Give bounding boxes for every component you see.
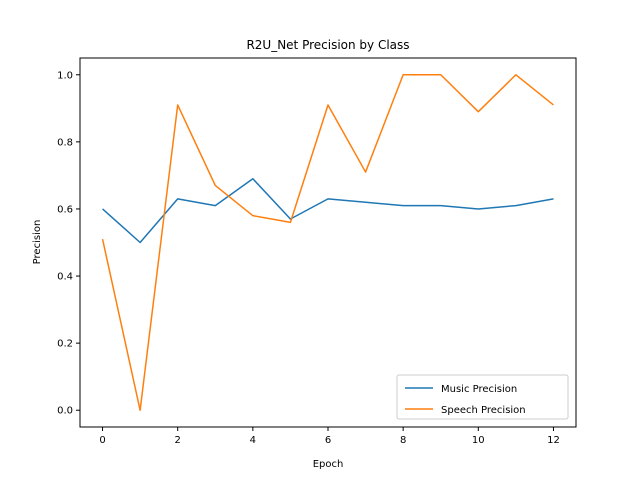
plot-frame xyxy=(79,57,577,428)
legend-entry: Music Precision xyxy=(441,384,517,395)
y-tick-label: 1.0 xyxy=(57,70,73,81)
legend: Music Precision Speech Precision xyxy=(396,374,569,420)
y-tick-label: 0.8 xyxy=(57,137,73,148)
x-tick-label: 10 xyxy=(472,435,485,446)
x-tick-label: 0 xyxy=(99,435,105,446)
series-layer xyxy=(101,74,554,411)
x-axis-ticks: 0 2 4 6 8 10 12 xyxy=(99,427,560,446)
y-tick-label: 0.6 xyxy=(57,204,73,215)
y-axis-label: Precision xyxy=(32,220,43,265)
y-tick-label: 0.4 xyxy=(57,272,73,283)
chart-title: R2U_Net Precision by Class xyxy=(246,38,409,52)
y-axis-ticks: 0.0 0.2 0.4 0.6 0.8 1.0 xyxy=(57,70,80,417)
x-tick-label: 4 xyxy=(250,435,256,446)
legend-entry: Speech Precision xyxy=(441,405,526,416)
x-tick-label: 2 xyxy=(175,435,181,446)
x-axis-label: Epoch xyxy=(313,459,344,470)
x-tick-label: 6 xyxy=(325,435,331,446)
series-line-1 xyxy=(101,74,554,411)
y-tick-label: 0.2 xyxy=(57,339,73,350)
x-tick-label: 12 xyxy=(547,435,560,446)
y-tick-label: 0.0 xyxy=(57,406,73,417)
x-tick-label: 8 xyxy=(400,435,406,446)
series-line-0 xyxy=(102,178,554,244)
legend-box xyxy=(396,374,569,420)
